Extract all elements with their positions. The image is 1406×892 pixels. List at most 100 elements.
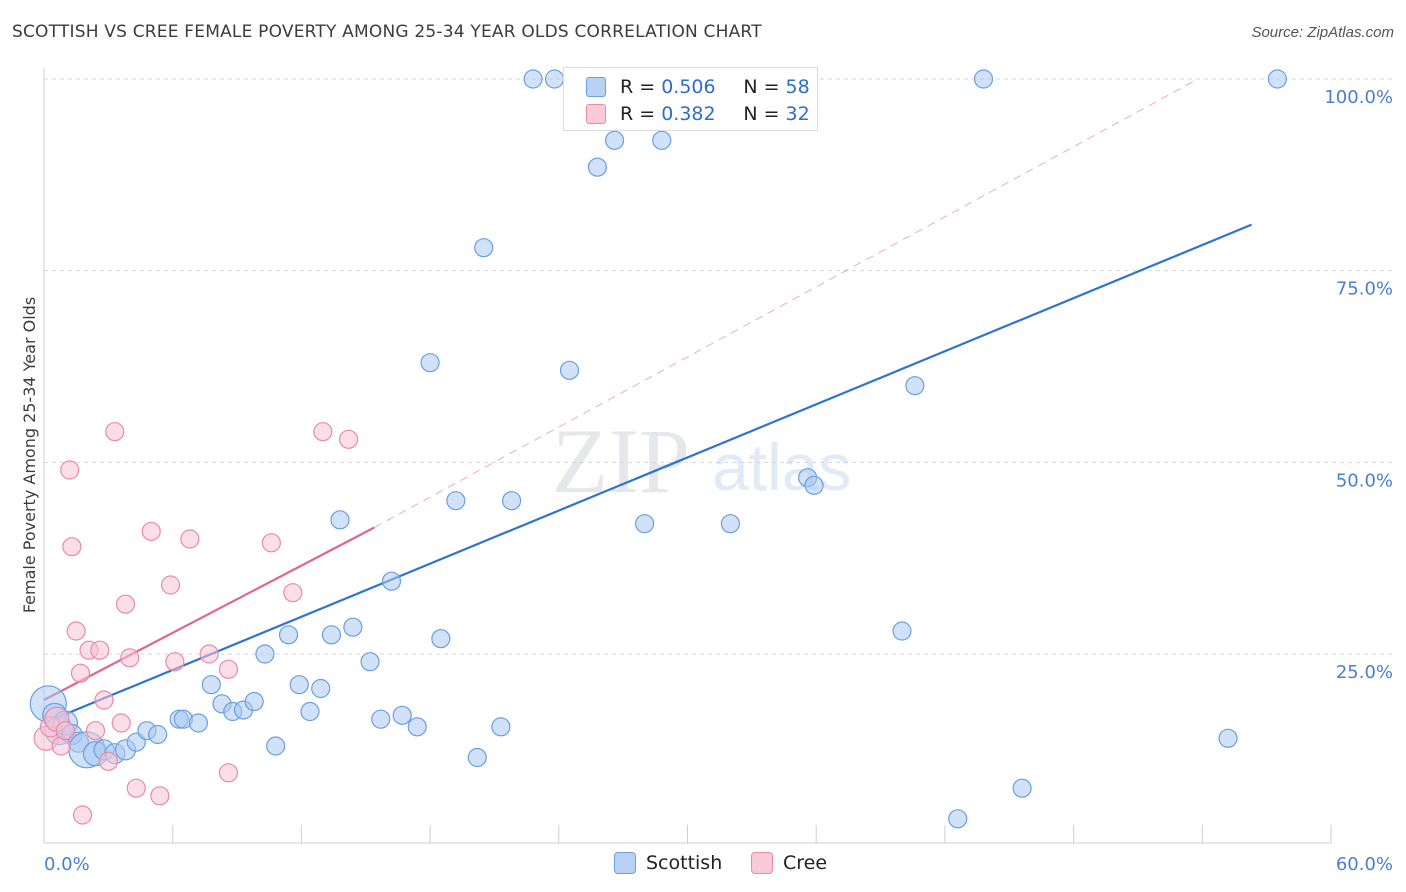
data-point-cree (111, 713, 131, 733)
data-point-cree (150, 786, 170, 806)
data-point-scottish (381, 571, 402, 591)
data-point-cree (199, 644, 219, 664)
data-point-cree (70, 663, 91, 683)
chart-source: Source: ZipAtlas.com (1251, 24, 1394, 41)
series-legend-swatch-cree (751, 852, 773, 874)
series-legend-label-scottish: Scottish (646, 852, 723, 874)
data-point-scottish (905, 376, 925, 396)
data-point-scottish (201, 675, 221, 695)
series-legend: Scottish Cree (0, 852, 1406, 876)
trend-line-cree (43, 526, 375, 701)
data-point-scottish (244, 691, 264, 712)
data-point-scottish (948, 809, 968, 829)
data-point-scottish (266, 736, 286, 756)
data-point-scottish (1267, 69, 1287, 89)
watermark-zip: ZIP (552, 410, 690, 512)
data-point-scottish (604, 130, 625, 150)
data-point-scottish (1012, 778, 1032, 798)
data-point-scottish (634, 514, 655, 534)
data-point-cree (160, 575, 181, 595)
axes: 25.0% 50.0% 75.0% 100.0% 0.0% 60.0% (43, 68, 1393, 875)
y-axis-label: Female Poverty Among 25-34 Year Olds (20, 297, 39, 613)
watermark: ZIP atlas (552, 410, 851, 512)
data-point-cree (261, 533, 281, 553)
data-point-cree (218, 659, 239, 679)
legend-n-label: N = (743, 103, 780, 125)
data-point-scottish (446, 491, 466, 511)
data-point-cree (73, 805, 93, 825)
data-point-cree (283, 583, 303, 603)
data-point-scottish (300, 701, 320, 722)
data-point-scottish (420, 353, 440, 373)
legend-row-cree: R = 0.382 N = 32 (586, 102, 810, 126)
data-point-cree (120, 648, 140, 668)
legend-r-value-cree: 0.382 (661, 103, 716, 125)
series-legend-cree[interactable]: Cree (751, 852, 827, 874)
data-point-scottish (321, 625, 342, 645)
data-point-scottish (431, 629, 451, 649)
legend-swatch-cree (586, 104, 606, 124)
data-point-scottish (343, 617, 363, 637)
trend-lines (43, 78, 1253, 725)
data-point-cree (85, 721, 106, 741)
data-point-cree (141, 521, 161, 541)
data-point-scottish (491, 717, 511, 737)
data-point-cree (218, 763, 239, 783)
data-point-scottish (360, 652, 380, 672)
legend-n-value-cree: 32 (785, 103, 810, 125)
y-tick-label: 75.0% (1336, 279, 1393, 300)
data-point-cree (180, 529, 200, 549)
data-point-cree (338, 429, 359, 449)
legend-row-scottish: R = 0.506 N = 58 (586, 75, 810, 99)
data-point-cree (60, 460, 80, 480)
data-point-scottish (278, 625, 299, 645)
series-legend-swatch-scottish (614, 852, 636, 874)
data-point-scottish (523, 69, 543, 89)
data-point-scottish (407, 717, 427, 737)
data-point-scottish (652, 130, 672, 150)
data-point-scottish (392, 705, 412, 725)
data-point-scottish (188, 713, 209, 733)
data-point-cree (313, 422, 333, 442)
data-point-cree (105, 422, 125, 442)
data-points (29, 69, 1287, 829)
x-tick-label: 60.0% (1336, 854, 1393, 875)
data-point-scottish (892, 621, 912, 641)
data-point-cree (115, 594, 136, 614)
data-point-scottish (973, 69, 994, 89)
series-legend-scottish[interactable]: Scottish (614, 852, 722, 874)
data-point-scottish (804, 475, 824, 495)
legend: R = 0.506 N = 58 R = 0.382 N = 32 (563, 67, 818, 131)
chart-title: SCOTTISH VS CREE FEMALE POVERTY AMONG 25… (12, 22, 762, 42)
data-point-scottish (371, 709, 391, 729)
data-point-scottish (289, 675, 309, 695)
data-point-cree (165, 652, 185, 672)
data-point-cree (126, 778, 146, 798)
data-point-scottish (720, 514, 741, 534)
watermark-atlas: atlas (712, 430, 851, 504)
data-point-scottish (255, 644, 275, 664)
y-tick-label: 50.0% (1336, 470, 1393, 491)
data-point-cree (55, 721, 76, 741)
data-point-cree (62, 537, 82, 557)
data-point-scottish (502, 491, 522, 511)
trend-line-extension-cree (374, 78, 1199, 528)
data-point-scottish (148, 724, 168, 745)
legend-swatch-scottish (586, 77, 606, 97)
data-point-scottish (311, 678, 331, 699)
data-point-scottish (559, 360, 580, 380)
grid-lines (44, 78, 1392, 655)
data-point-scottish (467, 747, 487, 768)
legend-n-value-scottish: 58 (785, 76, 810, 98)
legend-n-label: N = (743, 76, 780, 98)
data-point-cree (98, 751, 118, 771)
data-point-cree (66, 621, 86, 641)
legend-r-label: R = (620, 76, 656, 98)
series-legend-label-cree: Cree (783, 852, 828, 874)
data-point-cree (94, 690, 114, 710)
data-point-cree (90, 640, 110, 660)
data-point-scottish (1218, 728, 1238, 748)
y-tick-label: 25.0% (1336, 662, 1393, 683)
legend-r-label: R = (620, 103, 656, 125)
data-point-scottish (587, 157, 608, 177)
